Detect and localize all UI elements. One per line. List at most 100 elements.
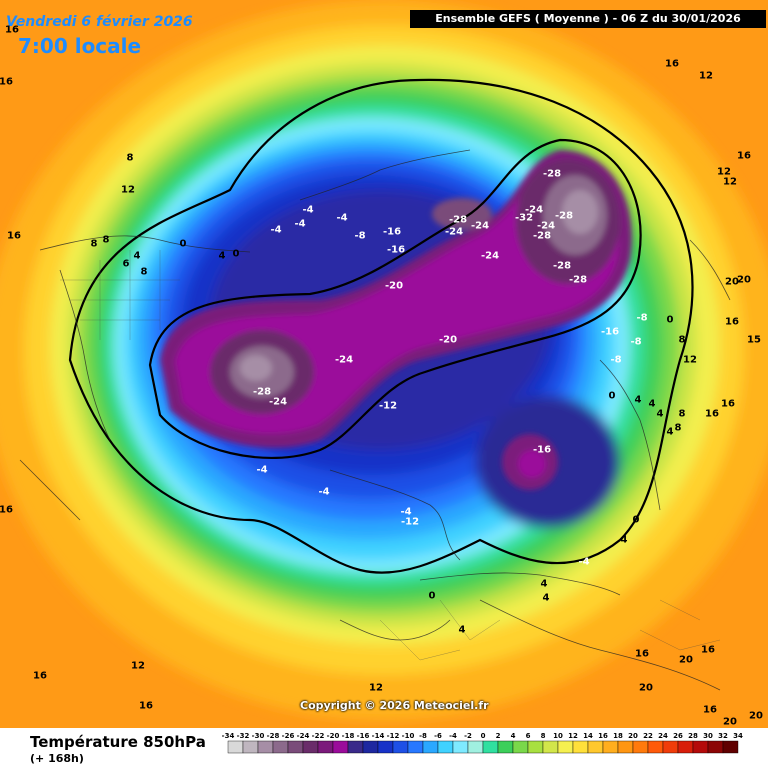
legend-swatch (482, 740, 499, 754)
legend-swatch (347, 740, 364, 754)
isotherm-contours (68, 78, 694, 574)
legend-swatch (542, 740, 559, 754)
legend-tick: 0 (481, 732, 486, 740)
isotherm-label: 12 (121, 184, 135, 196)
legend-tick: -12 (387, 732, 400, 740)
legend-swatch (317, 740, 334, 754)
isotherm-label: -16 (600, 326, 620, 338)
legend-tick: 10 (553, 732, 563, 740)
isotherm-label: -4 (318, 486, 330, 498)
isotherm-label: -4 (256, 464, 268, 476)
isotherm-label: -28 (552, 260, 572, 272)
isotherm-label: -16 (382, 226, 402, 238)
isotherm-label: -24 (334, 354, 354, 366)
legend-tick: -18 (342, 732, 355, 740)
isotherm-label: 16 (5, 24, 19, 36)
legend-swatch (377, 740, 394, 754)
isotherm-label: 8 (126, 152, 134, 164)
isotherm-label: 8 (90, 238, 98, 250)
legend-swatch (527, 740, 544, 754)
isotherm-label: 0 (608, 390, 616, 402)
legend-tick: 6 (526, 732, 531, 740)
legend-swatch (227, 740, 244, 754)
isotherm-label: 16 (737, 150, 751, 162)
legend-tick: -10 (402, 732, 415, 740)
temperature-field (0, 0, 768, 728)
isotherm-label: 16 (33, 670, 47, 682)
isotherm-label: 6 (122, 258, 130, 270)
isotherm-label: 15 (747, 334, 761, 346)
isotherm-label: 4 (620, 534, 628, 546)
isotherm-label: -4 (336, 212, 348, 224)
legend-swatch (437, 740, 454, 754)
legend-swatch (422, 740, 439, 754)
isotherm-label: -28 (448, 214, 468, 226)
isotherm-label: 8 (678, 408, 686, 420)
isotherm-label: -4 (270, 224, 282, 236)
legend-swatch (272, 740, 289, 754)
legend-swatch (707, 740, 724, 754)
isotherm-label: 8 (102, 234, 110, 246)
isotherm-label: 0 (232, 248, 240, 260)
isotherm-label: -24 (470, 220, 490, 232)
legend-tick: 14 (583, 732, 593, 740)
isotherm-label: 8 (140, 266, 148, 278)
legend-swatch (287, 740, 304, 754)
legend-tick: 20 (628, 732, 638, 740)
legend-tick: -24 (297, 732, 310, 740)
isotherm-label: 20 (679, 654, 693, 666)
legend-tick: -32 (237, 732, 250, 740)
isotherm-label: 4 (540, 578, 548, 590)
isotherm-label: 4 (666, 426, 674, 438)
legend-tick: 4 (511, 732, 516, 740)
legend-tick: 34 (733, 732, 743, 740)
isotherm-label: 16 (635, 648, 649, 660)
isotherm-label: 0 (179, 238, 187, 250)
copyright-text: Copyright © 2026 Meteociel.fr (300, 699, 489, 712)
temperature-map (0, 0, 768, 728)
legend-tick: -4 (449, 732, 457, 740)
footer-bar: Température 850hPa (+ 168h) -34 -32 -30 -28… (0, 728, 768, 768)
isotherm-label: 12 (131, 660, 145, 672)
legend-swatch (722, 740, 739, 754)
isotherm-label: -4 (578, 556, 590, 568)
legend-tick: 30 (703, 732, 713, 740)
legend-tick: -30 (252, 732, 265, 740)
isotherm-label: -24 (268, 396, 288, 408)
lead-time: (+ 168h) (30, 752, 84, 765)
legend-swatch (242, 740, 259, 754)
legend-swatch (332, 740, 349, 754)
legend-tick: -6 (434, 732, 442, 740)
isotherm-label: 4 (218, 250, 226, 262)
legend-swatch (512, 740, 529, 754)
isotherm-label: 12 (683, 354, 697, 366)
isotherm-label: 4 (458, 624, 466, 636)
isotherm-label: -24 (536, 220, 556, 232)
isotherm-label: -28 (532, 230, 552, 242)
isotherm-label: 16 (705, 408, 719, 420)
isotherm-label: 4 (634, 394, 642, 406)
legend-tick: 12 (568, 732, 578, 740)
isotherm-label: 4 (133, 250, 141, 262)
legend-tick: -2 (464, 732, 472, 740)
color-legend: -34 -32 -30 -28 -26 -24 -22 -20 -18 -16 -14 -12 -10-… (222, 732, 743, 754)
legend-swatch (557, 740, 574, 754)
legend-swatch (497, 740, 514, 754)
legend-swatch (602, 740, 619, 754)
isotherm-label: 16 (703, 704, 717, 716)
run-info-banner: Ensemble GEFS ( Moyenne ) - 06 Z du 30/0… (410, 10, 766, 28)
isotherm-label: 20 (725, 276, 739, 288)
isotherm-label: -16 (532, 444, 552, 456)
legend-swatch (392, 740, 409, 754)
isotherm-label: 20 (639, 682, 653, 694)
isotherm-label: -24 (480, 250, 500, 262)
isotherm-label: 8 (674, 422, 682, 434)
legend-tick: -34 (222, 732, 234, 740)
legend-swatch (572, 740, 589, 754)
isotherm-label: -12 (378, 400, 398, 412)
isotherm-label: -24 (444, 226, 464, 238)
legend-swatch (692, 740, 709, 754)
isotherm-label: 16 (701, 644, 715, 656)
isotherm-label: 12 (723, 176, 737, 188)
isotherm-label: 0 (632, 514, 640, 526)
